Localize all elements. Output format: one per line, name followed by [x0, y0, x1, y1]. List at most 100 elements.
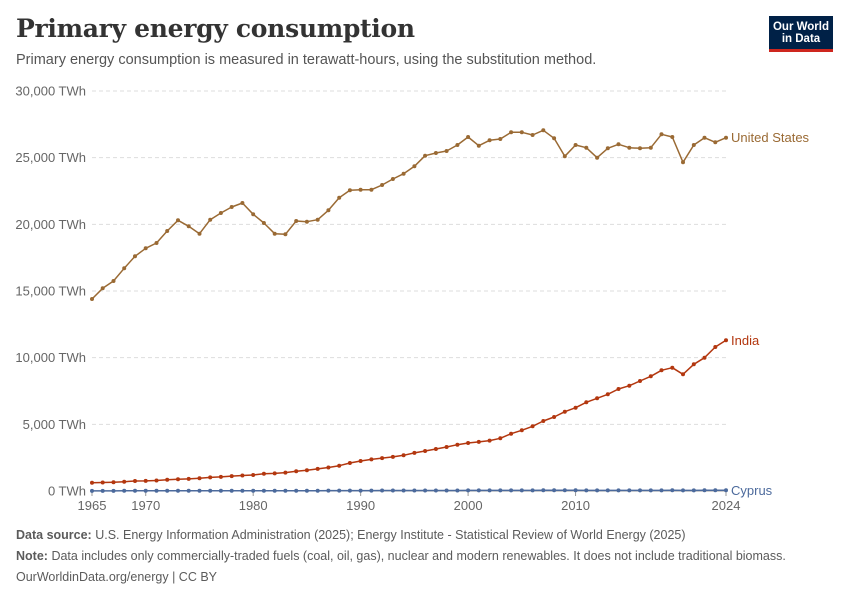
- data-point-india: [294, 469, 299, 474]
- x-tick-label: 1965: [78, 498, 107, 513]
- data-point-cyprus: [229, 488, 234, 493]
- data-point-united-states: [423, 153, 428, 158]
- data-point-india: [240, 473, 245, 478]
- data-point-india: [90, 480, 94, 485]
- data-point-united-states: [90, 297, 94, 301]
- note-text: Data includes only commercially-traded f…: [51, 549, 786, 563]
- data-point-india: [111, 480, 116, 485]
- data-point-united-states: [476, 143, 481, 148]
- data-point-united-states: [154, 241, 159, 245]
- data-point-cyprus: [90, 488, 94, 493]
- data-point-united-states: [390, 177, 395, 181]
- data-point-united-states: [412, 164, 417, 169]
- data-point-cyprus: [111, 488, 116, 493]
- data-point-cyprus: [423, 488, 428, 493]
- data-point-cyprus: [627, 488, 632, 493]
- data-point-india: [681, 372, 685, 377]
- data-point-united-states: [261, 221, 266, 225]
- x-tick-label: 2000: [454, 498, 483, 513]
- data-point-united-states: [573, 143, 578, 147]
- data-point-cyprus: [401, 488, 406, 493]
- data-point-cyprus: [197, 488, 202, 493]
- data-point-cyprus: [380, 488, 385, 493]
- data-point-cyprus: [562, 488, 567, 493]
- data-point-united-states: [509, 130, 514, 135]
- data-point-cyprus: [702, 488, 707, 493]
- data-point-united-states: [380, 183, 385, 187]
- data-point-cyprus: [326, 488, 331, 493]
- data-point-united-states: [616, 142, 621, 147]
- data-point-united-states: [702, 135, 707, 140]
- data-point-cyprus: [509, 488, 514, 493]
- data-point-cyprus: [294, 488, 299, 493]
- data-point-united-states: [444, 149, 449, 153]
- data-point-united-states: [433, 151, 438, 155]
- data-point-united-states: [369, 187, 374, 192]
- data-point-india: [326, 465, 331, 470]
- data-point-united-states: [186, 224, 191, 229]
- data-point-india: [197, 476, 202, 481]
- data-point-united-states: [229, 205, 234, 209]
- data-point-india: [412, 450, 417, 455]
- y-tick-label: 5,000 TWh: [23, 417, 86, 432]
- data-source-text[interactable]: U.S. Energy Information Administration (…: [95, 528, 686, 542]
- data-point-cyprus: [251, 488, 256, 493]
- data-point-india: [122, 479, 127, 484]
- series-line-united-states: [91, 129, 727, 300]
- data-point-india: [552, 415, 557, 419]
- data-point-india: [165, 477, 170, 482]
- data-point-india: [509, 431, 514, 436]
- data-source: Data source: U.S. Energy Information Adm…: [16, 528, 686, 542]
- data-point-india: [476, 439, 481, 444]
- data-point-cyprus: [261, 488, 266, 493]
- data-point-cyprus: [133, 488, 137, 493]
- data-point-united-states: [176, 218, 180, 223]
- data-point-cyprus: [100, 488, 105, 493]
- data-point-india: [251, 473, 256, 477]
- data-point-united-states: [251, 212, 256, 217]
- data-point-india: [724, 338, 728, 343]
- data-point-india: [433, 447, 438, 451]
- data-point-cyprus: [670, 488, 675, 493]
- data-point-cyprus: [573, 488, 578, 493]
- chart-title: Primary energy consumption: [16, 14, 415, 43]
- data-point-cyprus: [337, 488, 342, 493]
- data-point-united-states: [498, 137, 503, 141]
- data-point-india: [272, 471, 277, 476]
- data-point-india: [315, 466, 320, 471]
- chart-subtitle: Primary energy consumption is measured i…: [16, 52, 597, 68]
- note-label: Note:: [16, 549, 48, 563]
- data-point-cyprus: [240, 488, 245, 493]
- owid-logo[interactable]: Our World in Data: [769, 16, 833, 52]
- data-point-cyprus: [498, 488, 503, 493]
- data-point-cyprus: [283, 488, 288, 493]
- data-point-india: [455, 442, 460, 447]
- data-point-united-states: [294, 219, 299, 223]
- x-tick-label: 1980: [239, 498, 268, 513]
- y-tick-label: 20,000 TWh: [15, 217, 86, 232]
- credit-link[interactable]: OurWorldinData.org/energy | CC BY: [16, 570, 218, 584]
- data-point-cyprus: [412, 488, 417, 493]
- data-point-cyprus: [487, 488, 492, 493]
- data-point-united-states: [218, 211, 223, 215]
- data-point-united-states: [595, 155, 600, 160]
- data-point-india: [444, 445, 449, 449]
- chart-note: Note: Data includes only commercially-tr…: [16, 549, 786, 563]
- data-point-united-states: [165, 229, 170, 233]
- x-tick-label: 1970: [131, 498, 160, 513]
- data-point-india: [487, 438, 492, 443]
- data-point-united-states: [519, 130, 524, 135]
- data-point-cyprus: [444, 488, 449, 493]
- data-point-cyprus: [154, 488, 159, 493]
- data-point-united-states: [552, 136, 557, 141]
- data-point-india: [691, 362, 696, 367]
- data-point-united-states: [724, 135, 728, 140]
- data-point-cyprus: [616, 488, 621, 493]
- data-point-cyprus: [638, 488, 642, 493]
- data-point-united-states: [487, 138, 492, 143]
- data-point-united-states: [691, 143, 696, 147]
- data-point-united-states: [659, 132, 664, 137]
- data-point-cyprus: [433, 488, 438, 493]
- data-point-india: [627, 383, 632, 388]
- data-point-united-states: [455, 143, 460, 147]
